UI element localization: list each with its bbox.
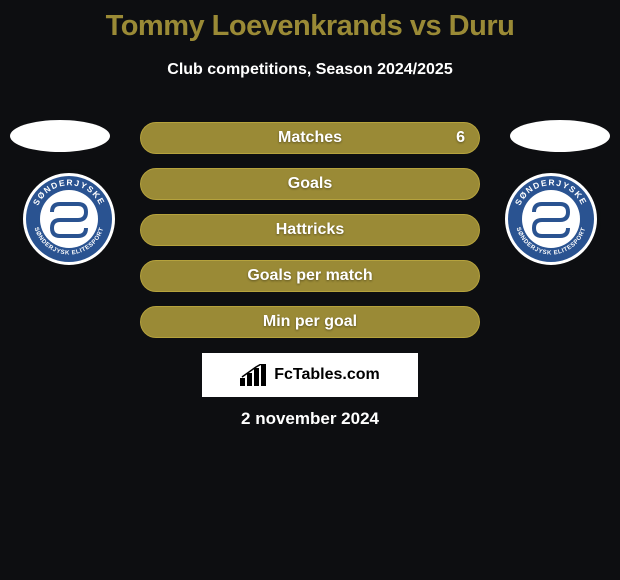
stat-label: Hattricks xyxy=(276,221,344,239)
stat-row: Matches 6 xyxy=(140,122,480,154)
badge-center-svg xyxy=(48,198,90,240)
stat-label: Matches xyxy=(278,129,342,147)
stat-row: Hattricks xyxy=(140,214,480,246)
club-badge-right: SØNDERJYSKE SØNDERJYSK ELITESPORT xyxy=(501,169,601,269)
brand-box: FcTables.com xyxy=(202,353,418,397)
brand-text: FcTables.com xyxy=(274,366,380,384)
date-text: 2 november 2024 xyxy=(0,409,620,429)
avatar-left xyxy=(10,120,110,152)
stat-label: Min per goal xyxy=(263,313,357,331)
badge-center-left xyxy=(40,190,98,248)
badge-center-svg-r xyxy=(530,198,572,240)
avatar-right xyxy=(510,120,610,152)
badge-center-right xyxy=(522,190,580,248)
page-title: Tommy Loevenkrands vs Duru xyxy=(0,0,620,43)
stats-container: Matches 6 Goals Hattricks Goals per match Min… xyxy=(140,122,480,352)
stat-row: Goals per match xyxy=(140,260,480,292)
stat-value-right: 6 xyxy=(456,129,465,147)
stat-label: Goals xyxy=(288,175,332,193)
brand-icon xyxy=(240,364,268,386)
stat-row: Min per goal xyxy=(140,306,480,338)
club-badge-left: SØNDERJYSKE SØNDERJYSK ELITESPORT xyxy=(19,169,119,269)
page-subtitle: Club competitions, Season 2024/2025 xyxy=(0,61,620,79)
stat-row: Goals xyxy=(140,168,480,200)
stat-label: Goals per match xyxy=(247,267,372,285)
